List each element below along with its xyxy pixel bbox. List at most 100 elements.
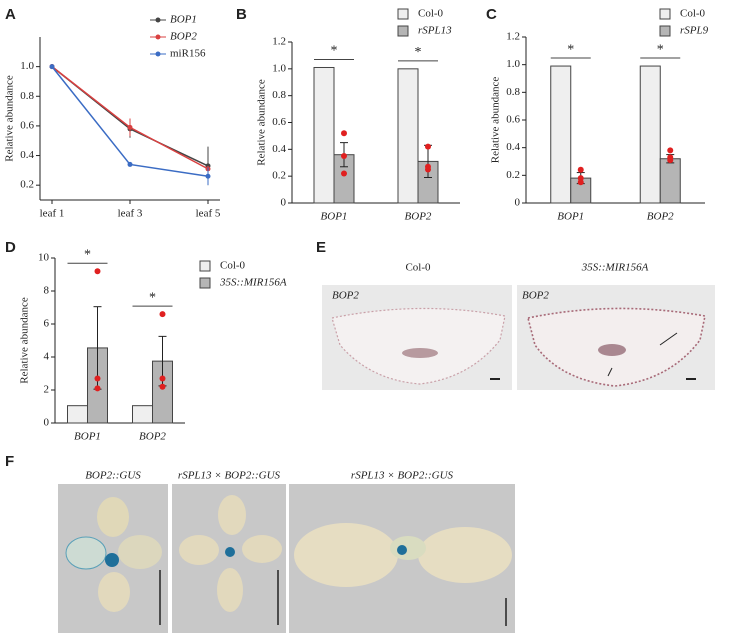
- y-tick-label: 0.8: [272, 89, 286, 101]
- replicate-dot: [94, 375, 101, 382]
- y-tick-label: 4: [44, 351, 50, 363]
- replicate-dot: [94, 268, 101, 275]
- micrograph: [517, 285, 715, 390]
- y-tick-label: 10: [38, 252, 50, 264]
- x-tick-label: leaf 3: [118, 208, 143, 220]
- x-tick-label: BOP1: [557, 211, 584, 223]
- series-line: [51, 66, 209, 167]
- point: [127, 124, 133, 130]
- significance-mark: *: [567, 42, 574, 57]
- y-tick-label: 0.2: [272, 170, 286, 182]
- legend-swatch: [397, 25, 409, 37]
- panel-label: C: [486, 6, 497, 23]
- legend-label: 35S::MIR156A: [219, 277, 287, 289]
- replicate-dot: [341, 170, 347, 177]
- column-title: 35S::MIR156A: [581, 262, 649, 274]
- y-tick-label: 0: [44, 417, 50, 429]
- image-label: BOP2: [332, 290, 359, 302]
- seedling-photo: [289, 484, 515, 633]
- replicate-dot: [577, 175, 584, 182]
- bar: [550, 65, 572, 204]
- image-caption: rSPL13 × BOP2::GUS: [351, 470, 454, 482]
- legend-swatch: [397, 8, 409, 20]
- replicate-dot: [159, 375, 166, 382]
- legend-swatch: [199, 277, 211, 289]
- x-tick-label: leaf 5: [196, 208, 221, 220]
- micrograph: [322, 285, 512, 390]
- replicate-dot: [94, 385, 101, 392]
- y-axis-title: Relative abundance: [256, 79, 268, 166]
- y-tick-label: 0.4: [272, 143, 286, 155]
- y-tick-label: 8: [44, 285, 50, 297]
- image-label: BOP2: [522, 290, 549, 302]
- x-tick-label: BOP2: [139, 431, 166, 443]
- bar: [659, 158, 681, 204]
- significance-mark: *: [415, 45, 422, 60]
- replicate-dot: [577, 166, 584, 173]
- y-tick-label: 0.4: [20, 149, 34, 161]
- y-tick-label: 6: [44, 318, 50, 330]
- series-line: [51, 66, 209, 170]
- seedling-photo: [172, 484, 286, 633]
- legend-label: Col-0: [680, 8, 706, 20]
- y-axis-title: Relative abundance: [19, 297, 31, 384]
- y-tick-label: 2: [44, 384, 50, 396]
- legend-swatch: [659, 8, 671, 20]
- panel-label: B: [236, 6, 247, 23]
- legend-swatch: [199, 260, 211, 272]
- x-tick-label: BOP2: [647, 211, 674, 223]
- panel-label: D: [5, 239, 16, 256]
- panel-label: F: [5, 453, 14, 470]
- image-caption: BOP2::GUS: [85, 470, 141, 482]
- replicate-dot: [341, 153, 347, 160]
- y-tick-label: 0: [281, 197, 287, 209]
- bar: [639, 65, 661, 204]
- legend-label: BOP1: [170, 14, 197, 26]
- legend-marker: [155, 17, 161, 23]
- y-tick-label: 1.0: [272, 62, 286, 74]
- y-tick-label: 0.8: [20, 90, 34, 102]
- y-tick-label: 1.0: [20, 60, 34, 72]
- significance-mark: *: [84, 247, 91, 262]
- significance-mark: *: [331, 44, 338, 59]
- replicate-dot: [341, 130, 347, 137]
- legend-marker: [155, 34, 161, 40]
- legend-label: Col-0: [220, 260, 246, 272]
- point: [205, 173, 211, 179]
- point: [127, 161, 133, 167]
- y-axis-title: Relative abundance: [490, 77, 502, 164]
- y-tick-label: 0.4: [506, 141, 520, 153]
- y-tick-label: 1.0: [506, 58, 520, 70]
- x-tick-label: BOP1: [321, 211, 348, 223]
- legend-label: rSPL13: [418, 25, 452, 37]
- replicate-dot: [577, 179, 584, 186]
- y-tick-label: 0: [515, 197, 521, 209]
- panel-label: A: [5, 6, 16, 23]
- column-title: Col-0: [405, 262, 431, 274]
- bar: [313, 66, 335, 204]
- y-tick-label: 0.2: [506, 169, 520, 181]
- y-tick-label: 1.2: [272, 36, 286, 48]
- x-tick-label: BOP1: [74, 431, 101, 443]
- replicate-dot: [425, 166, 431, 173]
- y-tick-label: 0.6: [272, 116, 286, 128]
- y-tick-label: 0.6: [20, 119, 34, 131]
- y-axis-title: Relative abundance: [4, 75, 16, 162]
- x-tick-label: BOP2: [405, 211, 432, 223]
- significance-mark: *: [149, 290, 156, 305]
- replicate-dot: [667, 157, 674, 164]
- replicate-dot: [159, 311, 166, 318]
- bar: [132, 405, 153, 424]
- replicate-dot: [667, 147, 674, 154]
- replicate-dot: [159, 383, 166, 390]
- legend-marker: [155, 51, 161, 57]
- legend-label: BOP2: [170, 31, 197, 43]
- point: [49, 64, 55, 70]
- legend-label: Col-0: [418, 8, 444, 20]
- replicate-dot: [425, 143, 431, 150]
- panel-label: E: [316, 239, 326, 256]
- image-caption: rSPL13 × BOP2::GUS: [178, 470, 281, 482]
- y-tick-label: 0.2: [20, 179, 34, 191]
- x-tick-label: leaf 1: [40, 208, 65, 220]
